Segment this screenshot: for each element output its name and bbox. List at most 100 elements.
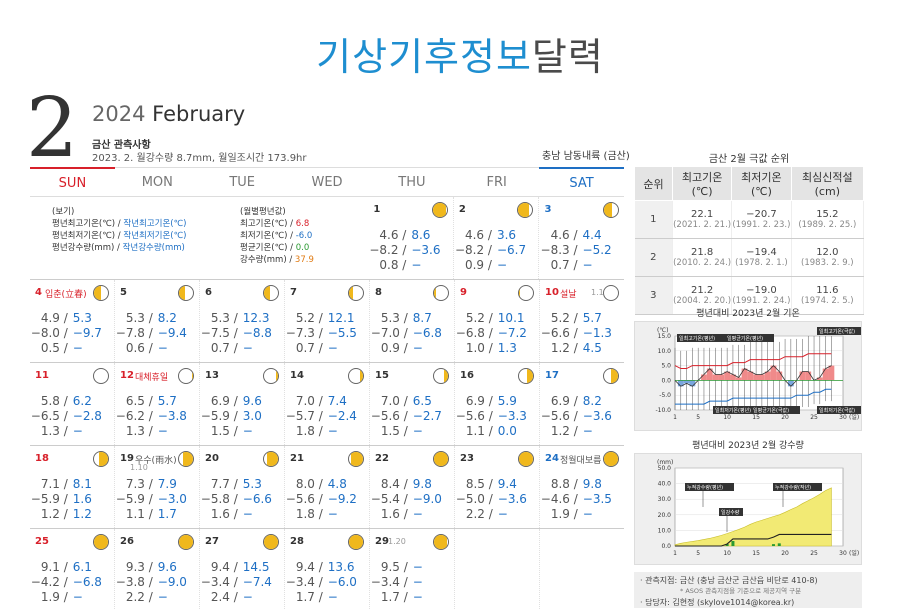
anomaly-bar xyxy=(701,374,707,381)
rank-value: 11.6 xyxy=(816,285,839,296)
value-row: −3.4 / −6.0 xyxy=(285,575,369,590)
value-row: 7.7 / 5.3 xyxy=(200,477,284,492)
day-number: 21 xyxy=(290,453,304,464)
anomaly-bar xyxy=(741,368,748,381)
last-year-value: 9.4 xyxy=(497,477,517,491)
annotation-label: 누적강수량(평년) xyxy=(687,484,723,491)
normal-value: −7.5 / xyxy=(200,326,238,340)
rank-col-max: 최고기온(℃) xyxy=(671,166,733,201)
annotation-label: 일최고기온(극값) xyxy=(819,328,855,335)
calendar-weeks: (보기) 평년최고기온(℃) / 작년최고기온(℃) 평년최저기온(℃) / 작… xyxy=(30,197,624,610)
value-row: 4.9 / 5.3 xyxy=(30,311,114,326)
rank-value: −20.7 xyxy=(746,209,777,220)
y-tick-label: 15.0 xyxy=(658,333,672,340)
weekday-header: SUN MON TUE WED THU FRI SAT xyxy=(30,167,625,197)
last-year-value: 1.6 xyxy=(72,492,92,506)
day-number: 20 xyxy=(205,453,219,464)
rank-date: (1978. 2. 1.) xyxy=(735,258,788,268)
value-row: 2.2 /− xyxy=(455,507,539,522)
day-cell: 7 5.2 /12.1 −7.3 /−5.5 0.7 /− xyxy=(285,280,370,362)
annotation-label: 일최저기온(평년) xyxy=(715,407,751,414)
y-tick-label: 5.0 xyxy=(661,363,671,370)
last-year-value: − xyxy=(496,258,507,272)
month-name: February xyxy=(152,102,246,126)
day-values: 7.3 / 7.9 −5.9 / −3.0 1.1 / 1.7 xyxy=(115,477,199,522)
day-values: 9.4 /14.5 −3.4 /−7.4 2.4 /− xyxy=(200,560,284,605)
moon-phase-icon xyxy=(178,368,194,384)
value-row: 1.2 /− xyxy=(540,424,624,439)
value-row: 6.9 / 5.9 xyxy=(455,394,539,409)
moon-phase-icon xyxy=(263,451,279,467)
day-number: 28 xyxy=(290,536,304,547)
y-tick-label: 10.0 xyxy=(658,527,672,534)
y-tick-label: 10.0 xyxy=(658,348,672,355)
last-year-value: 8.7 xyxy=(412,311,432,325)
value-row: 1.3 /− xyxy=(30,424,114,439)
moon-lit-part xyxy=(527,369,533,383)
normal-value: 5.8 / xyxy=(40,394,68,408)
last-year-value: −6.6 xyxy=(242,492,272,506)
day-values: 5.2 /12.1 −7.3 /−5.5 0.7 /− xyxy=(285,311,369,356)
normals-label: 최고기온(℃) / xyxy=(240,219,294,229)
last-year-value: − xyxy=(157,424,168,438)
day-values: 5.2 / 5.7 −6.6 / −1.3 1.2 / 4.5 xyxy=(540,311,624,356)
normal-value: 5.2 / xyxy=(465,311,493,325)
normal-value: 1.8 / xyxy=(295,424,323,438)
day-cell: 1 4.6 /8.6 −8.2 /−3.6 0.8 /− xyxy=(368,197,454,279)
annotation-box xyxy=(725,334,774,342)
normal-value: 9.4 / xyxy=(295,560,323,574)
rank-row: 1 22.1 (2021. 2. 21.) −20.7 (1991. 2. 23.) 15… xyxy=(634,200,865,239)
annotation-label: 일최저기온(극값) xyxy=(819,407,855,414)
day-number: 27 xyxy=(205,536,219,547)
value-row: −3.8 / −9.0 xyxy=(115,575,199,590)
last-year-value: − xyxy=(412,424,423,438)
value-row: 2.2 /− xyxy=(115,590,199,605)
normals-row: 최저기온(℃) / -6.0 xyxy=(240,230,370,242)
last-year-value: − xyxy=(582,258,593,272)
day-cell: 29 1.20 9.5 /− −3.4 /−1.7 /− xyxy=(370,529,455,610)
moon-lit-part xyxy=(264,286,270,300)
last-year-value: − xyxy=(327,590,338,604)
normals-label: 강수량(mm) / xyxy=(240,255,293,265)
normal-value: 6.9 / xyxy=(550,394,578,408)
last-year-value: 8.2 xyxy=(582,394,602,408)
normal-value: 1.3 / xyxy=(125,424,153,438)
day-number: 9 xyxy=(460,287,467,298)
day-cell: 5 5.3 /8.2 −7.8 /−9.4 0.6 /− xyxy=(115,280,200,362)
normal-value: 6.9 / xyxy=(465,394,493,408)
normal-value: 9.4 / xyxy=(210,560,238,574)
normal-value: 6.9 / xyxy=(210,394,238,408)
last-year-value: −3.3 xyxy=(497,409,527,423)
rank-date: (1989. 2. 25.) xyxy=(798,220,857,230)
precip-chart-svg: (mm)(일)50.040.030.020.010.00.01 5 10 15 20 25… xyxy=(657,459,859,557)
last-year-value: − xyxy=(157,341,168,355)
footer-note: * ASOS 관측지점을 기준으로 제공지역 구분 xyxy=(680,587,802,595)
day-number: 15 xyxy=(375,370,389,381)
moon-phase-icon xyxy=(178,285,194,301)
normal-value: 1.7 / xyxy=(380,590,408,604)
normal-value: 5.2 / xyxy=(295,311,323,325)
day-cell: 9 5.2 / 10.1 −6.8 / −7.2 1.0 / 1.3 xyxy=(455,280,540,362)
week-row: 11 5.8 /6.2 −6.5 /−2.8 1.3 /−12 대체휴일 6.5 /5.7… xyxy=(30,363,624,446)
normal-value: 1.9 / xyxy=(550,507,578,521)
moon-phase-icon xyxy=(93,534,109,550)
rank-header-row: 순위 최고기온(℃) 최저기온(℃) 최심신적설(cm) xyxy=(634,166,865,201)
day-cell: 25 9.1 /6.1 −4.2 /−6.8 1.9 /− xyxy=(30,529,115,610)
holiday-label: 입춘(立春) xyxy=(45,290,87,300)
rank-table: 순위 최고기온(℃) 최저기온(℃) 최심신적설(cm) 1 22.1 (2021.… xyxy=(634,166,865,315)
day-number: 2 xyxy=(458,204,466,215)
normal-value: 5.3 / xyxy=(210,311,238,325)
value-row: 0.7 /− xyxy=(539,258,624,273)
normal-value: 1.5 / xyxy=(380,424,408,438)
last-year-value: 5.7 xyxy=(582,311,602,325)
normal-value: 1.0 / xyxy=(465,341,493,355)
value-row: −5.4 / −9.0 xyxy=(370,492,454,507)
moon-lit-part xyxy=(434,452,448,466)
last-year-value: 4.4 xyxy=(582,228,602,242)
last-year-value: −7.2 xyxy=(497,326,527,340)
last-year-value: − xyxy=(327,341,338,355)
last-year-value: 3.0 xyxy=(242,409,262,423)
moon-phase-icon xyxy=(93,368,109,384)
normal-value: −6.5 / xyxy=(30,409,68,423)
value-row: −8.2 / −6.7 xyxy=(454,243,539,258)
